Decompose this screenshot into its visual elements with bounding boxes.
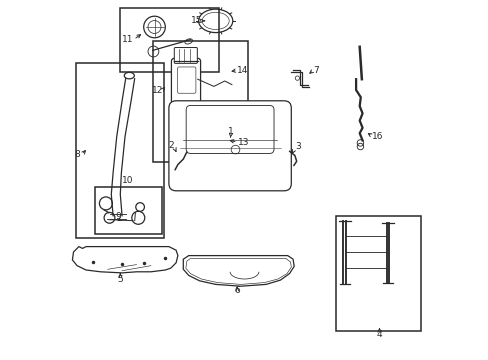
FancyBboxPatch shape <box>177 67 196 93</box>
Text: 2: 2 <box>168 141 174 150</box>
Text: 13: 13 <box>237 138 249 147</box>
FancyBboxPatch shape <box>186 105 273 153</box>
Text: 8: 8 <box>74 150 80 159</box>
FancyBboxPatch shape <box>171 58 200 104</box>
Text: 4: 4 <box>376 330 382 339</box>
Text: 11: 11 <box>122 35 133 44</box>
Text: 15: 15 <box>190 17 202 26</box>
Text: 10: 10 <box>122 176 133 185</box>
Text: 12: 12 <box>152 86 163 95</box>
Text: 7: 7 <box>313 66 319 75</box>
Text: 9: 9 <box>115 212 121 220</box>
FancyBboxPatch shape <box>168 101 291 191</box>
Text: 16: 16 <box>371 132 383 141</box>
Text: 5: 5 <box>117 274 123 284</box>
Text: 14: 14 <box>237 66 248 75</box>
Text: 6: 6 <box>234 287 240 296</box>
FancyBboxPatch shape <box>174 48 197 63</box>
Text: 3: 3 <box>294 143 300 152</box>
Text: 1: 1 <box>227 127 233 136</box>
